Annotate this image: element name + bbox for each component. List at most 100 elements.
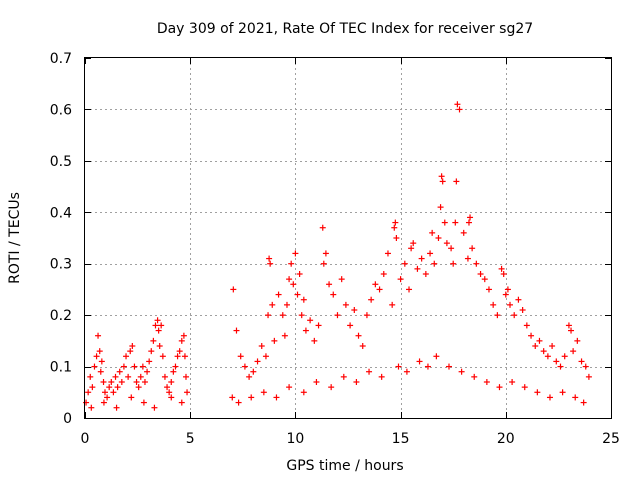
data-point <box>152 322 159 329</box>
data-point <box>174 353 181 360</box>
data-point <box>393 235 400 241</box>
data-point <box>241 363 248 370</box>
data-point <box>443 240 450 247</box>
data-point <box>363 312 370 319</box>
data-point <box>334 312 341 319</box>
data-point <box>536 337 543 344</box>
data-point <box>170 368 177 375</box>
data-point <box>254 358 261 365</box>
data-point <box>265 312 272 319</box>
y-tick-label: 0.7 <box>50 51 72 67</box>
axis-ticks <box>85 58 612 419</box>
data-point <box>473 260 480 267</box>
data-point <box>87 373 94 380</box>
data-point <box>328 384 335 391</box>
data-point <box>319 224 326 231</box>
data-point <box>359 343 366 349</box>
data-point <box>144 368 151 375</box>
data-point <box>464 255 471 262</box>
data-point <box>435 235 442 241</box>
data-point <box>89 384 96 391</box>
data-point <box>155 327 162 334</box>
data-point <box>355 332 362 339</box>
data-point <box>511 312 518 319</box>
data-point <box>146 358 153 365</box>
data-point <box>100 379 107 385</box>
data-point <box>258 343 265 349</box>
data-point <box>271 337 278 344</box>
data-point <box>181 353 188 360</box>
data-point <box>418 255 425 262</box>
data-point <box>351 307 358 313</box>
data-point <box>298 312 305 319</box>
data-point <box>311 337 318 344</box>
data-point <box>164 384 171 391</box>
data-marks <box>83 101 592 411</box>
data-point <box>403 368 410 375</box>
data-point <box>88 404 95 411</box>
data-point <box>262 353 269 360</box>
x-tick-label: 25 <box>602 431 620 447</box>
data-point <box>338 276 345 283</box>
data-point <box>502 291 509 298</box>
data-point <box>380 271 387 277</box>
data-point <box>340 373 347 380</box>
data-point <box>366 368 373 375</box>
data-point <box>120 363 127 370</box>
data-point <box>424 363 431 370</box>
data-point <box>504 286 511 293</box>
data-point <box>519 307 526 313</box>
data-point <box>509 379 516 385</box>
data-point <box>372 281 379 288</box>
data-point <box>384 250 391 257</box>
x-tick-label: 20 <box>497 431 515 447</box>
data-point <box>110 389 117 396</box>
data-point <box>460 229 467 236</box>
data-point <box>568 327 575 334</box>
data-point <box>427 250 434 257</box>
data-point <box>229 394 236 401</box>
data-point <box>353 379 360 385</box>
data-point <box>127 348 134 355</box>
chart-title: Day 309 of 2021, Rate Of TEC Index for r… <box>157 21 533 37</box>
data-point <box>580 399 587 406</box>
data-point <box>250 368 257 375</box>
data-point <box>182 373 189 380</box>
data-point <box>158 322 165 329</box>
data-point <box>93 353 100 360</box>
data-point <box>540 348 547 355</box>
data-point <box>450 260 457 267</box>
data-point <box>342 301 349 308</box>
data-point <box>83 399 90 406</box>
data-point <box>320 260 327 267</box>
data-point <box>279 312 286 319</box>
data-point <box>267 260 274 267</box>
data-point <box>230 286 237 293</box>
data-point <box>114 384 121 391</box>
data-point <box>392 219 399 226</box>
data-point <box>233 327 240 334</box>
y-tick-label: 0.5 <box>50 154 72 170</box>
data-point <box>532 343 539 349</box>
data-point <box>286 384 293 391</box>
data-point <box>283 301 290 308</box>
y-tick-label: 0.3 <box>50 257 72 273</box>
data-point <box>168 379 175 385</box>
y-tick-label: 0.6 <box>50 102 72 118</box>
data-point <box>184 389 191 396</box>
data-point <box>307 317 314 324</box>
data-point <box>113 404 120 411</box>
data-point <box>401 260 408 267</box>
data-point <box>286 276 293 283</box>
data-point <box>458 368 465 375</box>
data-point <box>326 281 333 288</box>
data-point <box>294 291 301 298</box>
data-point <box>391 224 398 231</box>
data-point <box>414 265 421 272</box>
data-point <box>429 229 436 236</box>
data-point <box>156 343 163 349</box>
data-point <box>507 301 514 308</box>
data-point <box>574 337 581 344</box>
data-point <box>528 332 535 339</box>
data-point <box>151 404 158 411</box>
